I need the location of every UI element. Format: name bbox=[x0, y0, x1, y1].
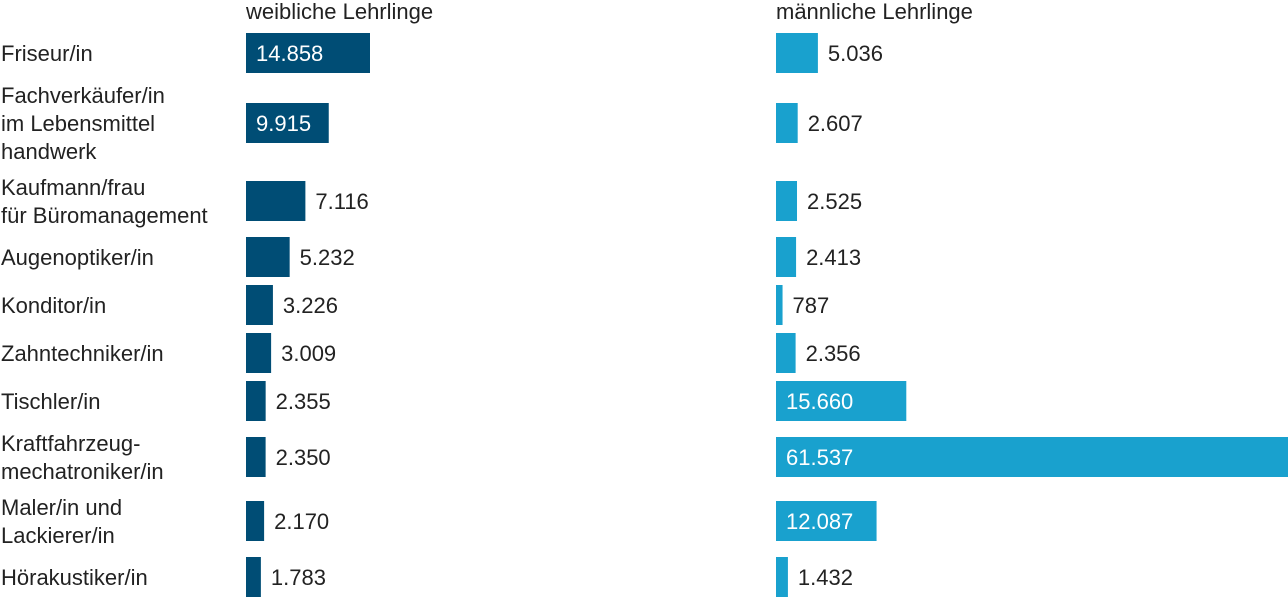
category-label: Fachverkäufer/in im Lebensmittel handwerk bbox=[1, 83, 165, 164]
category-label: Hörakustiker/in bbox=[1, 565, 148, 590]
panel-header-0: weibliche Lehrlinge bbox=[245, 0, 433, 24]
bar bbox=[776, 181, 798, 221]
bar-value-label: 15.660 bbox=[786, 389, 853, 414]
bar-value-label: 2.355 bbox=[276, 389, 331, 414]
bar bbox=[246, 285, 273, 325]
category-label-line: Maler/in und bbox=[1, 495, 122, 520]
bar bbox=[776, 557, 788, 597]
category-label-line: Konditor/in bbox=[1, 293, 106, 318]
category-label-line: Lackierer/in bbox=[1, 523, 115, 548]
panel-header-1: männliche Lehrlinge bbox=[776, 0, 973, 24]
bar bbox=[776, 501, 877, 541]
bar bbox=[776, 285, 783, 325]
category-label-line: mechatroniker/in bbox=[1, 459, 164, 484]
bar bbox=[776, 381, 907, 421]
category-label-line: im Lebensmittel bbox=[1, 111, 155, 136]
bar bbox=[246, 501, 265, 541]
bar-value-label: 1.432 bbox=[798, 565, 853, 590]
category-label-line: Augenoptiker/in bbox=[1, 245, 154, 270]
bar-value-label: 14.858 bbox=[256, 41, 323, 66]
category-label: Konditor/in bbox=[1, 293, 106, 318]
bar-value-label: 61.537 bbox=[786, 445, 853, 470]
bar-value-label: 5.036 bbox=[828, 41, 883, 66]
bar-value-label: 5.232 bbox=[300, 245, 355, 270]
bar-value-label: 787 bbox=[793, 293, 830, 318]
category-label-line: Kaufmann/frau bbox=[1, 175, 145, 200]
bar-value-label: 3.226 bbox=[283, 293, 338, 318]
category-label-line: Fachverkäufer/in bbox=[1, 83, 165, 108]
category-label: Tischler/in bbox=[1, 389, 100, 414]
bar bbox=[246, 437, 266, 477]
category-label: Maler/in und Lackierer/in bbox=[1, 495, 122, 548]
category-label-line: Zahntechniker/in bbox=[1, 341, 164, 366]
bar-value-label: 2.525 bbox=[807, 189, 862, 214]
bar-value-label: 3.009 bbox=[281, 341, 336, 366]
bar-value-label: 2.607 bbox=[808, 111, 863, 136]
bar-value-label: 9.915 bbox=[256, 111, 311, 136]
bar bbox=[776, 33, 818, 73]
bar bbox=[246, 33, 370, 73]
bar-value-label: 2.413 bbox=[806, 245, 861, 270]
bar bbox=[776, 103, 798, 143]
bar-value-label: 2.356 bbox=[806, 341, 861, 366]
bar bbox=[246, 181, 306, 221]
bar-value-label: 2.170 bbox=[274, 509, 329, 534]
bar bbox=[776, 437, 1288, 477]
bar bbox=[246, 237, 290, 277]
category-label: Zahntechniker/in bbox=[1, 341, 164, 366]
category-label-line: für Büromanagement bbox=[1, 203, 208, 228]
category-label-line: Tischler/in bbox=[1, 389, 100, 414]
category-label: Kaufmann/frau für Büromanagement bbox=[1, 175, 208, 228]
category-label-line: Friseur/in bbox=[1, 41, 93, 66]
bar bbox=[246, 381, 266, 421]
bar bbox=[246, 557, 261, 597]
bar-value-label: 2.350 bbox=[276, 445, 331, 470]
bar bbox=[246, 103, 329, 143]
category-label: Augenoptiker/in bbox=[1, 245, 154, 270]
bar-value-label: 1.783 bbox=[271, 565, 326, 590]
category-label-line: Kraftfahrzeug- bbox=[1, 431, 140, 456]
category-label-line: Hörakustiker/in bbox=[1, 565, 148, 590]
category-label: Friseur/in bbox=[1, 41, 93, 66]
bar-value-label: 12.087 bbox=[786, 509, 853, 534]
bar bbox=[246, 333, 272, 373]
bar bbox=[776, 333, 796, 373]
category-label: Kraftfahrzeug-mechatroniker/in bbox=[1, 431, 164, 484]
bar bbox=[776, 237, 797, 277]
bar-value-label: 7.116 bbox=[315, 189, 368, 214]
category-label-line: handwerk bbox=[1, 139, 97, 164]
